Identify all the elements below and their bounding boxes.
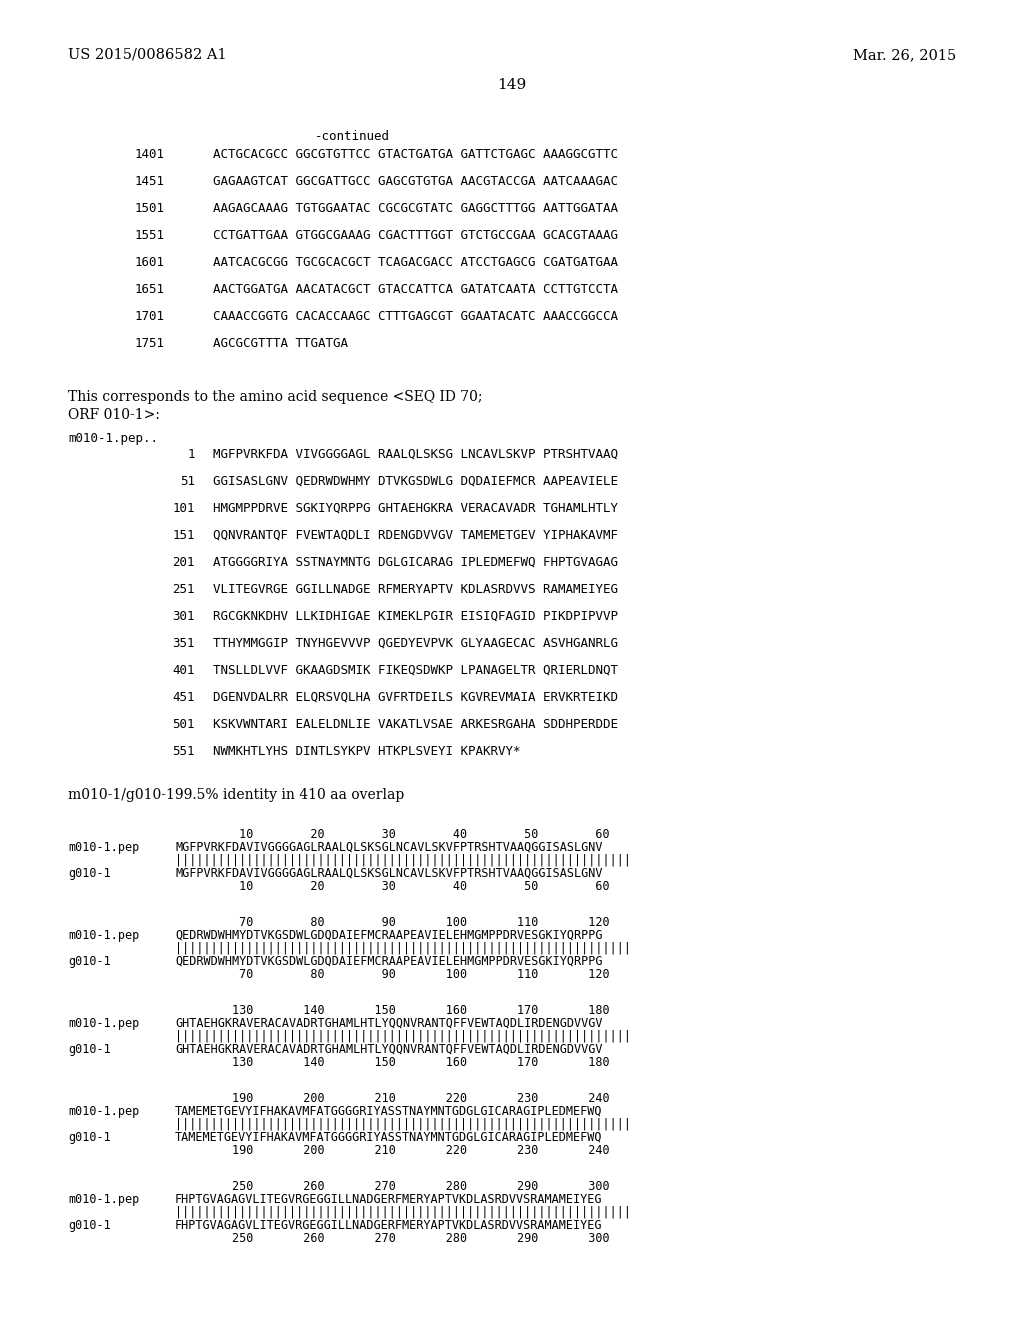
Text: 190       200       210       220       230       240: 190 200 210 220 230 240 <box>175 1144 609 1158</box>
Text: QEDRWDWHMYDTVKGSDWLGDQDAIEFMCRAAPEAVIELEHMGMPPDRVESGKIYQRPPG: QEDRWDWHMYDTVKGSDWLGDQDAIEFMCRAAPEAVIELE… <box>175 954 602 968</box>
Text: GAGAAGTCAT GGCGATTGCC GAGCGTGTGA AACGTACCGA AATCAAAGAC: GAGAAGTCAT GGCGATTGCC GAGCGTGTGA AACGTAC… <box>213 176 618 187</box>
Text: 250       260       270       280       290       300: 250 260 270 280 290 300 <box>175 1180 609 1193</box>
Text: US 2015/0086582 A1: US 2015/0086582 A1 <box>68 48 226 62</box>
Text: ORF 010-1>:: ORF 010-1>: <box>68 408 160 422</box>
Text: TTHYMMGGIP TNYHGEVVVP QGEDYEVPVK GLYAAGECAC ASVHGANRLG: TTHYMMGGIP TNYHGEVVVP QGEDYEVPVK GLYAAGE… <box>213 638 618 649</box>
Text: 70        80        90       100       110       120: 70 80 90 100 110 120 <box>175 916 609 929</box>
Text: 1651: 1651 <box>135 282 165 296</box>
Text: m010-1.pep: m010-1.pep <box>68 1016 139 1030</box>
Text: HMGMPPDRVE SGKIYQRPPG GHTAEHGKRA VERACAVADR TGHAMLHTLY: HMGMPPDRVE SGKIYQRPPG GHTAEHGKRA VERACAV… <box>213 502 618 515</box>
Text: KSKVWNTARI EALELDNLIE VAKATLVSAE ARKESRGAHA SDDHPERDDE: KSKVWNTARI EALELDNLIE VAKATLVSAE ARKESRG… <box>213 718 618 731</box>
Text: -continued: -continued <box>315 129 390 143</box>
Text: 70        80        90       100       110       120: 70 80 90 100 110 120 <box>175 968 609 981</box>
Text: 149: 149 <box>498 78 526 92</box>
Text: 1551: 1551 <box>135 228 165 242</box>
Text: ACTGCACGCC GGCGTGTTCC GTACTGATGA GATTCTGAGC AAAGGCGTTC: ACTGCACGCC GGCGTGTTCC GTACTGATGA GATTCTG… <box>213 148 618 161</box>
Text: 301: 301 <box>172 610 195 623</box>
Text: CAAACCGGTG CACACCAAGC CTTTGAGCGT GGAATACATC AAACCGGCCA: CAAACCGGTG CACACCAAGC CTTTGAGCGT GGAATAC… <box>213 310 618 323</box>
Text: m010-1.pep: m010-1.pep <box>68 841 139 854</box>
Text: GGISASLGNV QEDRWDWHMY DTVKGSDWLG DQDAIEFMCR AAPEAVIELE: GGISASLGNV QEDRWDWHMY DTVKGSDWLG DQDAIEF… <box>213 475 618 488</box>
Text: AGCGCGTTTA TTGATGA: AGCGCGTTTA TTGATGA <box>213 337 348 350</box>
Text: g010-1: g010-1 <box>68 1218 111 1232</box>
Text: QEDRWDWHMYDTVKGSDWLGDQDAIEFMCRAAPEAVIELEHMGMPPDRVESGKIYQRPPG: QEDRWDWHMYDTVKGSDWLGDQDAIEFMCRAAPEAVIELE… <box>175 929 602 942</box>
Text: m010-1.pep: m010-1.pep <box>68 1105 139 1118</box>
Text: This corresponds to the amino acid sequence <SEQ ID 70;: This corresponds to the amino acid seque… <box>68 389 482 404</box>
Text: 401: 401 <box>172 664 195 677</box>
Text: 551: 551 <box>172 744 195 758</box>
Text: 1401: 1401 <box>135 148 165 161</box>
Text: 1601: 1601 <box>135 256 165 269</box>
Text: ||||||||||||||||||||||||||||||||||||||||||||||||||||||||||||||||: ||||||||||||||||||||||||||||||||||||||||… <box>175 942 631 954</box>
Text: TAMEMETGEVYIFHAKAVMFATGGGGRIYASSTNAYMNTGDGLGICARAGIPLEDMEFWQ: TAMEMETGEVYIFHAKAVMFATGGGGRIYASSTNAYMNTG… <box>175 1105 602 1118</box>
Text: m010-1.pep: m010-1.pep <box>68 929 139 942</box>
Text: 101: 101 <box>172 502 195 515</box>
Text: g010-1: g010-1 <box>68 867 111 880</box>
Text: 1451: 1451 <box>135 176 165 187</box>
Text: 10        20        30        40        50        60: 10 20 30 40 50 60 <box>175 828 609 841</box>
Text: 1: 1 <box>187 447 195 461</box>
Text: g010-1: g010-1 <box>68 1043 111 1056</box>
Text: m010-1.pep..: m010-1.pep.. <box>68 432 158 445</box>
Text: 351: 351 <box>172 638 195 649</box>
Text: 130       140       150       160       170       180: 130 140 150 160 170 180 <box>175 1056 609 1069</box>
Text: VLITEGVRGE GGILLNADGE RFMERYAPTV KDLASRDVVS RAMAMEIYEG: VLITEGVRGE GGILLNADGE RFMERYAPTV KDLASRD… <box>213 583 618 597</box>
Text: QQNVRANTQF FVEWTAQDLI RDENGDVVGV TAMEMETGEV YIPHAKAVMF: QQNVRANTQF FVEWTAQDLI RDENGDVVGV TAMEMET… <box>213 529 618 543</box>
Text: 51: 51 <box>180 475 195 488</box>
Text: MGFPVRKFDAVIVGGGGAGLRAALQLSKSGLNCAVLSKVFPTRSHTVAAQGGISASLGNV: MGFPVRKFDAVIVGGGGAGLRAALQLSKSGLNCAVLSKVF… <box>175 867 602 880</box>
Text: m010-1/g010-199.5% identity in 410 aa overlap: m010-1/g010-199.5% identity in 410 aa ov… <box>68 788 404 803</box>
Text: FHPTGVAGAGVLITEGVRGEGGILLNADGERFMERYAPTVKDLASRDVVSRAMAMEIYEG: FHPTGVAGAGVLITEGVRGEGGILLNADGERFMERYAPTV… <box>175 1218 602 1232</box>
Text: RGCGKNKDHV LLKIDHIGAE KIMEKLPGIR EISIQFAGID PIKDPIPVVP: RGCGKNKDHV LLKIDHIGAE KIMEKLPGIR EISIQFA… <box>213 610 618 623</box>
Text: AATCACGCGG TGCGCACGCT TCAGACGACC ATCCTGAGCG CGATGATGAA: AATCACGCGG TGCGCACGCT TCAGACGACC ATCCTGA… <box>213 256 618 269</box>
Text: TNSLLDLVVF GKAAGDSMIK FIKEQSDWKP LPANAGELTR QRIERLDNQT: TNSLLDLVVF GKAAGDSMIK FIKEQSDWKP LPANAGE… <box>213 664 618 677</box>
Text: g010-1: g010-1 <box>68 954 111 968</box>
Text: 501: 501 <box>172 718 195 731</box>
Text: 251: 251 <box>172 583 195 597</box>
Text: ||||||||||||||||||||||||||||||||||||||||||||||||||||||||||||||||: ||||||||||||||||||||||||||||||||||||||||… <box>175 1030 631 1043</box>
Text: GHTAEHGKRAVERACAVADRTGHAMLHTLYQQNVRANTQFFVEWTAQDLIRDENGDVVGV: GHTAEHGKRAVERACAVADRTGHAMLHTLYQQNVRANTQF… <box>175 1016 602 1030</box>
Text: TAMEMETGEVYIFHAKAVMFATGGGGRIYASSTNAYMNTGDGLGICARAGIPLEDMEFWQ: TAMEMETGEVYIFHAKAVMFATGGGGRIYASSTNAYMNTG… <box>175 1131 602 1144</box>
Text: 151: 151 <box>172 529 195 543</box>
Text: ||||||||||||||||||||||||||||||||||||||||||||||||||||||||||||||||: ||||||||||||||||||||||||||||||||||||||||… <box>175 1206 631 1218</box>
Text: m010-1.pep: m010-1.pep <box>68 1193 139 1206</box>
Text: ATGGGGRIYA SSTNAYMNTG DGLGICARAG IPLEDMEFWQ FHPTGVAGAG: ATGGGGRIYA SSTNAYMNTG DGLGICARAG IPLEDME… <box>213 556 618 569</box>
Text: ||||||||||||||||||||||||||||||||||||||||||||||||||||||||||||||||: ||||||||||||||||||||||||||||||||||||||||… <box>175 1118 631 1131</box>
Text: 130       140       150       160       170       180: 130 140 150 160 170 180 <box>175 1005 609 1016</box>
Text: 1701: 1701 <box>135 310 165 323</box>
Text: 10        20        30        40        50        60: 10 20 30 40 50 60 <box>175 880 609 894</box>
Text: GHTAEHGKRAVERACAVADRTGHAMLHTLYQQNVRANTQFFVEWTAQDLIRDENGDVVGV: GHTAEHGKRAVERACAVADRTGHAMLHTLYQQNVRANTQF… <box>175 1043 602 1056</box>
Text: 201: 201 <box>172 556 195 569</box>
Text: 190       200       210       220       230       240: 190 200 210 220 230 240 <box>175 1092 609 1105</box>
Text: MGFPVRKFDA VIVGGGGAGL RAALQLSKSG LNCAVLSKVP PTRSHTVAAQ: MGFPVRKFDA VIVGGGGAGL RAALQLSKSG LNCAVLS… <box>213 447 618 461</box>
Text: ||||||||||||||||||||||||||||||||||||||||||||||||||||||||||||||||: ||||||||||||||||||||||||||||||||||||||||… <box>175 854 631 867</box>
Text: g010-1: g010-1 <box>68 1131 111 1144</box>
Text: 1501: 1501 <box>135 202 165 215</box>
Text: 451: 451 <box>172 690 195 704</box>
Text: DGENVDALRR ELQRSVQLHA GVFRTDEILS KGVREVMAIA ERVKRTEIKD: DGENVDALRR ELQRSVQLHA GVFRTDEILS KGVREVM… <box>213 690 618 704</box>
Text: AACTGGATGA AACATACGCT GTACCATTCA GATATCAATA CCTTGTCCTA: AACTGGATGA AACATACGCT GTACCATTCA GATATCA… <box>213 282 618 296</box>
Text: MGFPVRKFDAVIVGGGGAGLRAALQLSKSGLNCAVLSKVFPTRSHTVAAQGGISASLGNV: MGFPVRKFDAVIVGGGGAGLRAALQLSKSGLNCAVLSKVF… <box>175 841 602 854</box>
Text: 250       260       270       280       290       300: 250 260 270 280 290 300 <box>175 1232 609 1245</box>
Text: AAGAGCAAAG TGTGGAATAC CGCGCGTATC GAGGCTTTGG AATTGGATAA: AAGAGCAAAG TGTGGAATAC CGCGCGTATC GAGGCTT… <box>213 202 618 215</box>
Text: 1751: 1751 <box>135 337 165 350</box>
Text: CCTGATTGAA GTGGCGAAAG CGACTTTGGT GTCTGCCGAA GCACGTAAAG: CCTGATTGAA GTGGCGAAAG CGACTTTGGT GTCTGCC… <box>213 228 618 242</box>
Text: NWMKHTLYHS DINTLSYKPV HTKPLSVEYI KPAKRVY*: NWMKHTLYHS DINTLSYKPV HTKPLSVEYI KPAKRVY… <box>213 744 520 758</box>
Text: Mar. 26, 2015: Mar. 26, 2015 <box>853 48 956 62</box>
Text: FHPTGVAGAGVLITEGVRGEGGILLNADGERFMERYAPTVKDLASRDVVSRAMAMEIYEG: FHPTGVAGAGVLITEGVRGEGGILLNADGERFMERYAPTV… <box>175 1193 602 1206</box>
